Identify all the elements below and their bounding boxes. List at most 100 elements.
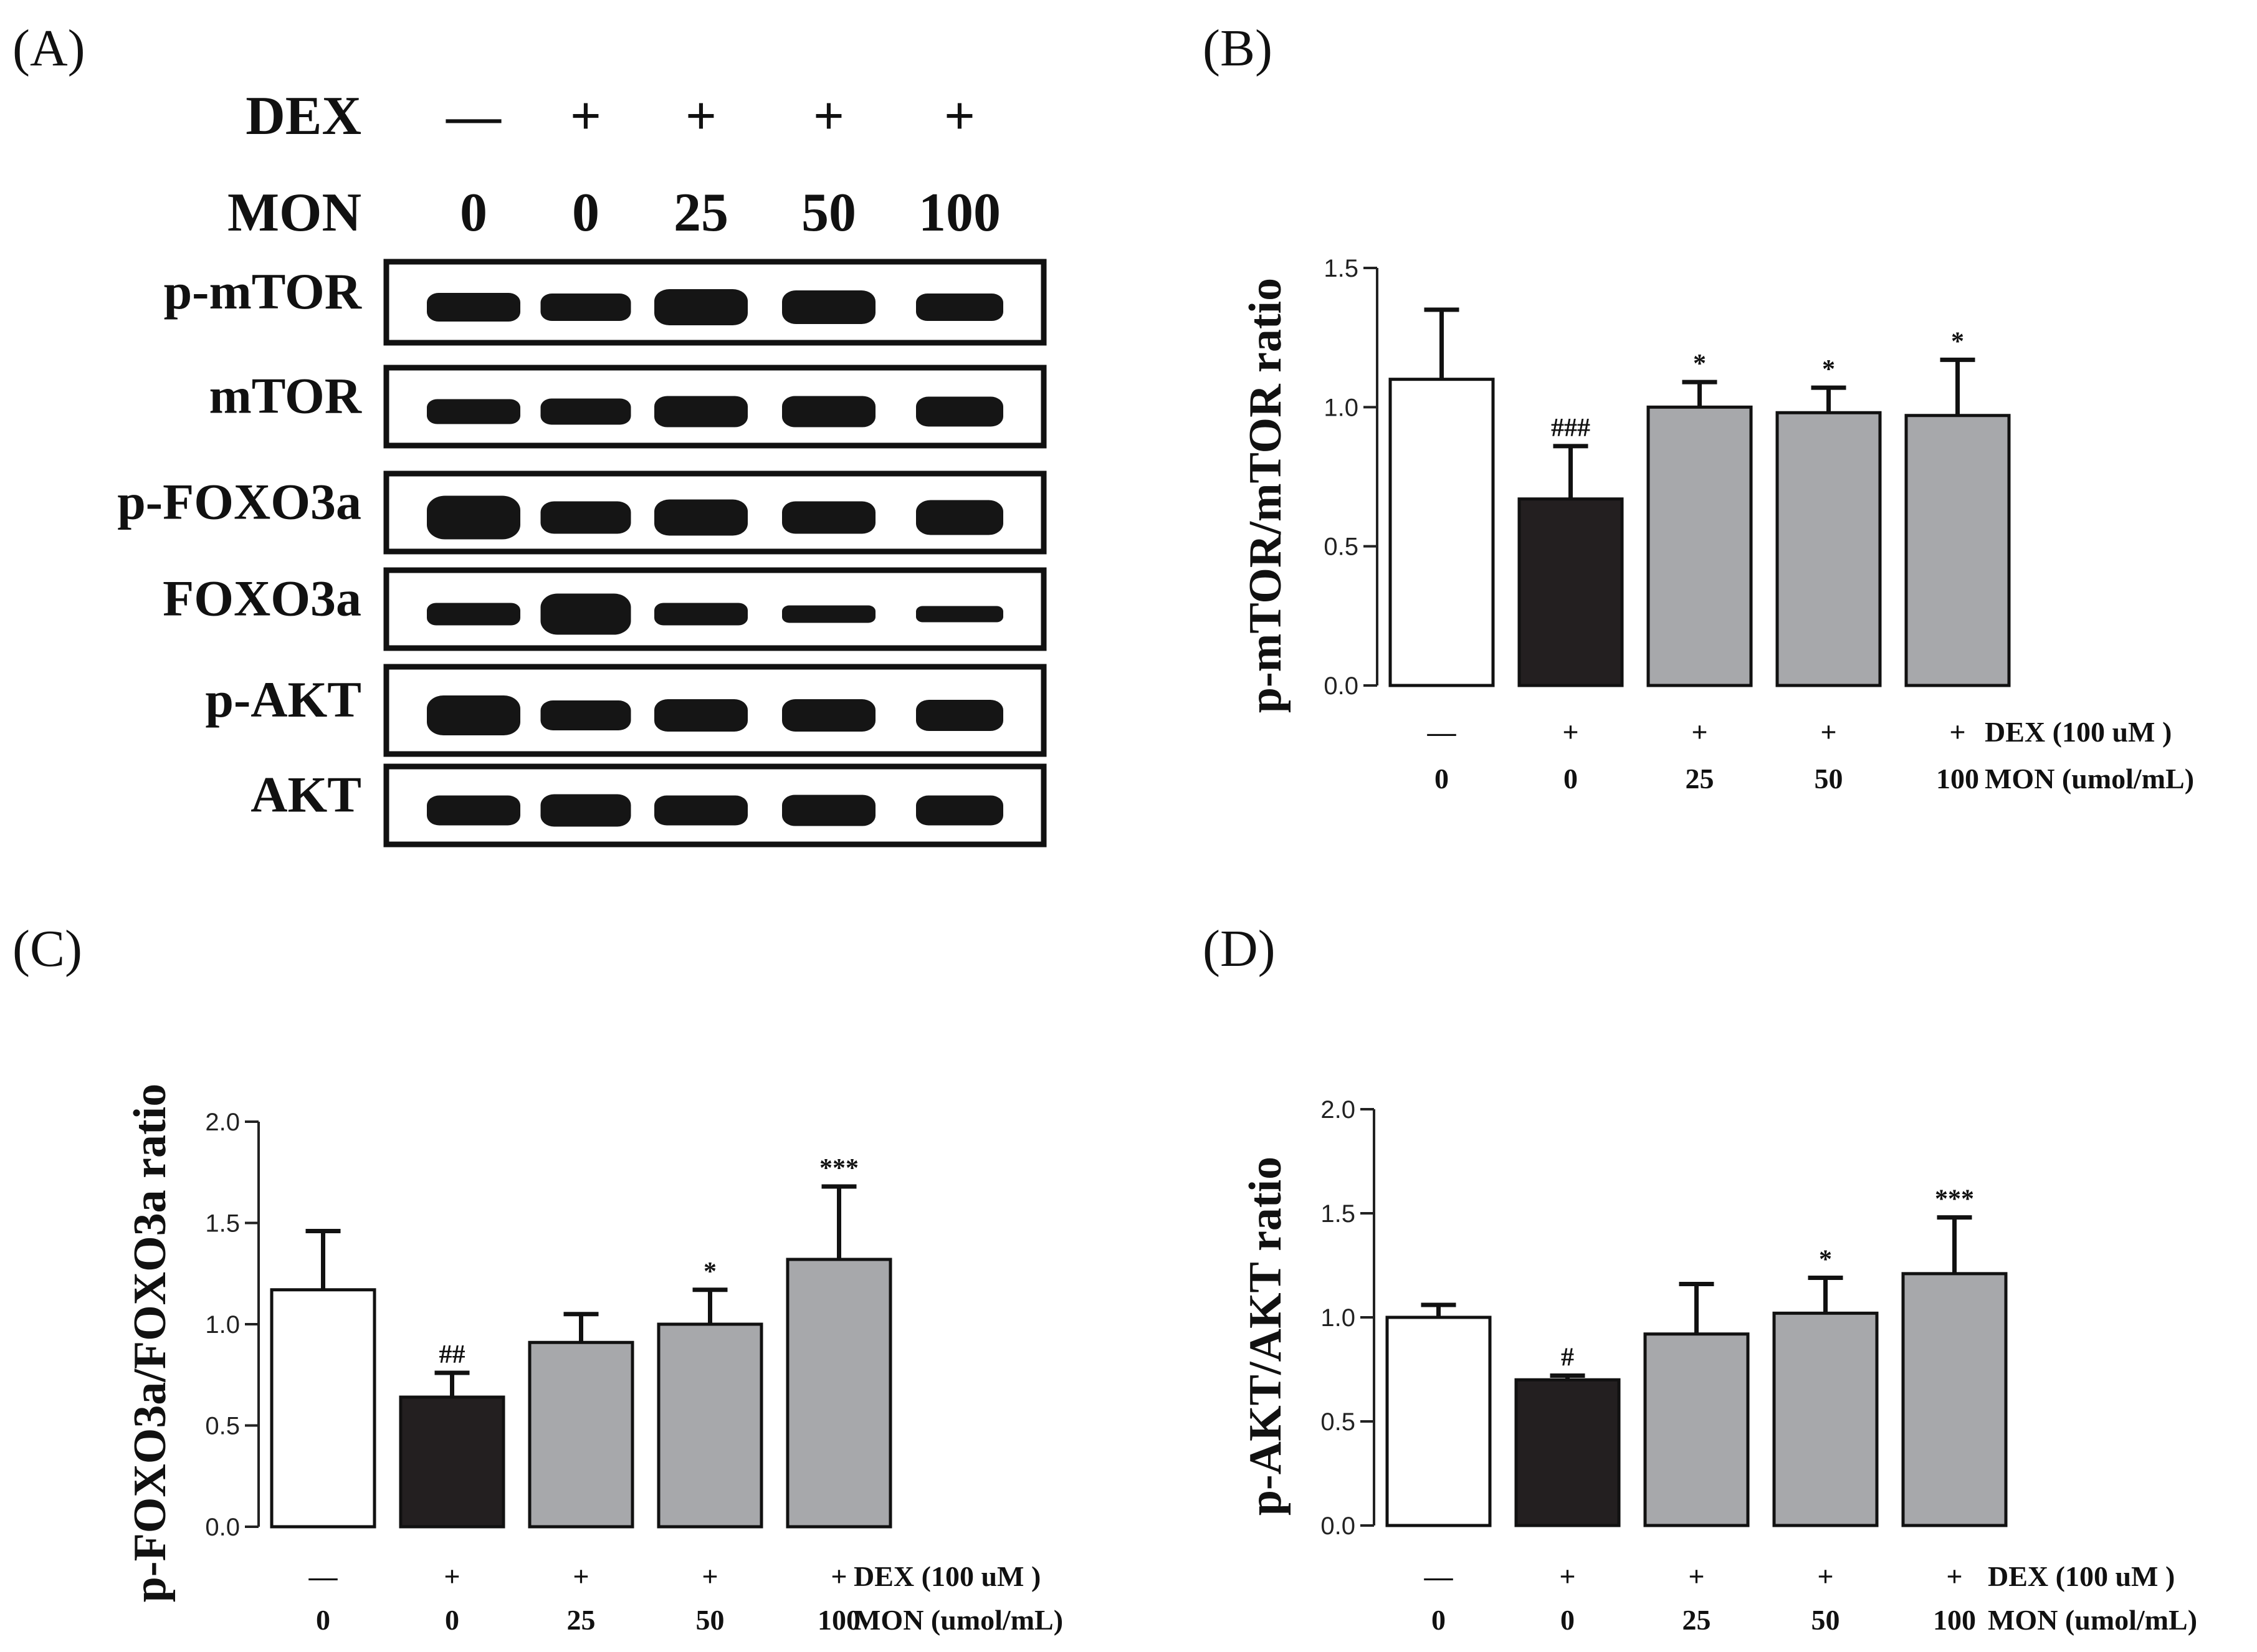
- blot-band: [782, 501, 876, 534]
- panel-label-a: (A): [12, 19, 85, 77]
- y-tick-label: 0.5: [1320, 1408, 1355, 1436]
- blot-band: [782, 605, 876, 623]
- mon-caption: MON (umol/mL): [854, 1604, 1063, 1636]
- dex-caption: DEX (100 uM ): [1988, 1560, 2175, 1592]
- blot-band: [540, 501, 631, 534]
- blot-row: p-AKT: [205, 664, 1047, 757]
- panel-label-b: (B): [1203, 19, 1272, 77]
- y-axis-label: p-AKT/AKT ratio: [1240, 1157, 1291, 1516]
- significance-label: ##: [439, 1340, 465, 1369]
- bar: [270, 1288, 376, 1529]
- x-mon-label: 50: [1811, 1604, 1840, 1636]
- blot-band: [427, 603, 520, 626]
- blot-dex-value: +: [685, 86, 717, 146]
- blot-band: [654, 699, 748, 732]
- y-tick-label: 2.0: [1320, 1096, 1355, 1124]
- y-tick-label: 0.0: [1320, 1512, 1355, 1540]
- blot-band: [427, 293, 520, 322]
- x-mon-label: 50: [1815, 763, 1843, 795]
- blot-row: p-mTOR: [164, 259, 1047, 346]
- blot-frame: [383, 567, 1047, 651]
- blot-row-label: mTOR: [209, 368, 361, 424]
- blot-row: p-FOXO3a: [117, 470, 1047, 555]
- blot-band: [540, 700, 631, 730]
- significance-label: ***: [1935, 1185, 1974, 1214]
- panel-label-c: (C): [12, 920, 82, 978]
- x-dex-label: +: [1946, 1560, 1962, 1592]
- y-axis-label: p-FOXO3a/FOXO3a ratio: [125, 1084, 176, 1602]
- blot-row-label: p-FOXO3a: [117, 474, 361, 530]
- blot-frame: [383, 365, 1047, 449]
- x-dex-label: +: [1691, 716, 1707, 748]
- blot-dex-value: +: [813, 86, 844, 146]
- x-mon-label: 25: [1686, 763, 1714, 795]
- blot-band: [427, 695, 520, 735]
- x-mon-label: 100: [1933, 1604, 1976, 1636]
- bar: [528, 1340, 634, 1529]
- y-tick-label: 1.0: [1320, 1304, 1355, 1332]
- y-tick-label: 1.5: [1324, 255, 1358, 282]
- bar: [1388, 378, 1495, 687]
- x-mon-label: 50: [696, 1604, 725, 1636]
- blot-mon-value: 0: [460, 183, 487, 243]
- blot-band: [540, 593, 631, 635]
- blot-band: [427, 495, 520, 540]
- significance-label: *: [1693, 350, 1706, 378]
- bar: [1772, 1311, 1879, 1527]
- bar: [1775, 411, 1882, 687]
- blot-frame: [383, 470, 1047, 555]
- bar: [786, 1258, 892, 1529]
- y-tick-label: 2.0: [205, 1109, 240, 1136]
- blot-band: [540, 794, 631, 827]
- bar: [1901, 1272, 2008, 1527]
- significance-label: *: [1822, 355, 1835, 384]
- blot-mon-value: 0: [572, 183, 599, 243]
- significance-label: *: [1951, 327, 1964, 356]
- bar: [1904, 414, 2011, 687]
- blot-row: FOXO3a: [163, 567, 1047, 651]
- blot-band: [782, 699, 876, 732]
- significance-label: #: [1561, 1344, 1574, 1372]
- blot-band: [782, 396, 876, 427]
- blot-dex-value: —: [446, 86, 502, 146]
- blot-band: [427, 795, 520, 826]
- y-tick-label: 1.5: [1320, 1200, 1355, 1228]
- x-dex-label: +: [444, 1560, 460, 1592]
- x-dex-label: +: [1562, 716, 1578, 748]
- chart-panel-d: 0.00.51.01.52.0p-AKT/AKT ratio #****— + + + +…: [1240, 1096, 2197, 1636]
- blot-band: [916, 606, 1003, 623]
- bar: [1646, 405, 1753, 687]
- x-mon-label: 0: [1560, 1604, 1575, 1636]
- blot-band: [916, 500, 1003, 535]
- blot-band: [916, 795, 1003, 826]
- blot-mon-label: MON: [227, 183, 361, 243]
- blot-dex-value: +: [944, 86, 975, 146]
- x-dex-label: +: [1949, 716, 1965, 748]
- bar: [1514, 1378, 1621, 1527]
- blot-row: mTOR: [209, 365, 1047, 449]
- blot-row-label: p-AKT: [205, 671, 361, 728]
- blot-band: [540, 398, 631, 425]
- blot-band: [782, 290, 876, 324]
- bar: [657, 1322, 763, 1529]
- blot-mon-value: 100: [919, 183, 1001, 243]
- y-tick-label: 1.0: [205, 1311, 240, 1339]
- blot-band: [654, 396, 748, 427]
- significance-label: ###: [1551, 414, 1590, 442]
- blot-mon-value: 50: [801, 183, 856, 243]
- dex-caption: DEX (100 uM ): [854, 1560, 1041, 1592]
- x-dex-label: +: [1559, 1560, 1575, 1592]
- x-mon-label: 0: [445, 1604, 459, 1636]
- blot-dex-label: DEX: [246, 86, 361, 146]
- bar: [1385, 1315, 1492, 1527]
- y-tick-label: 1.0: [1324, 394, 1358, 421]
- y-tick-label: 0.5: [1324, 533, 1358, 561]
- western-blot-panel: DEX MON — + + + +0 0 25 50 100 p-mTOR mTOR p-FOXO3…: [117, 86, 1047, 847]
- panel-label-d: (D): [1203, 920, 1276, 978]
- chart-panel-c: 0.00.51.01.52.0p-FOXO3a/FOXO3a ratio ##**…: [125, 1084, 1063, 1636]
- blot-frame: [383, 259, 1047, 346]
- blot-band: [916, 700, 1003, 731]
- x-mon-label: 100: [1936, 763, 1979, 795]
- x-mon-label: 0: [316, 1604, 330, 1636]
- blot-mon-value: 25: [674, 183, 728, 243]
